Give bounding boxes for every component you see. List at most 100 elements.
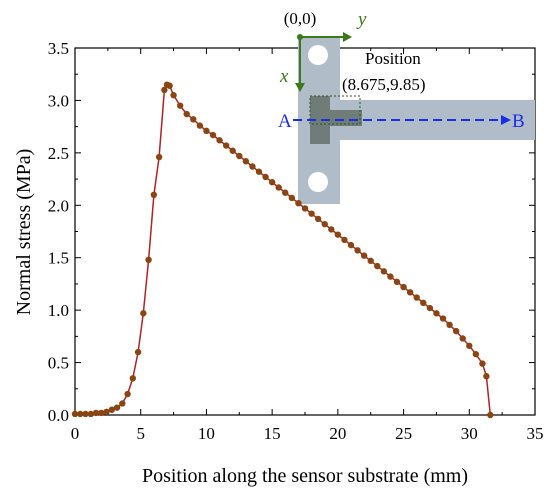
data-point	[487, 411, 494, 419]
y-tick-label: 0.5	[48, 354, 69, 373]
data-point	[301, 205, 309, 212]
data-point	[308, 210, 315, 217]
y-tick-label: 1.5	[48, 249, 69, 268]
data-point	[393, 278, 401, 286]
data-point	[249, 163, 256, 170]
data-point	[190, 116, 197, 123]
data-point	[92, 409, 100, 417]
y-tick-label: 0.0	[48, 406, 69, 425]
data-point	[354, 247, 361, 254]
inset-y-axis-label: y	[356, 9, 367, 30]
x-tick-label: 35	[527, 424, 544, 443]
data-point	[295, 199, 302, 207]
y-axis-label: Normal stress (MPa)	[13, 149, 35, 316]
data-point	[119, 400, 126, 407]
data-point	[433, 310, 440, 317]
x-tick-label: 0	[71, 424, 80, 443]
position-label: Position	[365, 49, 421, 68]
data-point	[406, 289, 414, 296]
data-point	[374, 262, 381, 270]
data-point	[341, 236, 348, 244]
data-point	[367, 257, 374, 265]
data-point	[439, 315, 447, 322]
data-point	[268, 179, 276, 186]
x-tick-label: 25	[395, 424, 412, 443]
data-point	[321, 220, 328, 228]
series-line	[75, 83, 492, 416]
position-marker-box	[309, 95, 361, 125]
data-point	[262, 173, 269, 181]
data-point	[452, 327, 460, 335]
data-point	[129, 375, 137, 382]
data-point	[140, 310, 147, 317]
point-a-label: A	[278, 111, 292, 132]
data-point	[170, 91, 177, 99]
data-point	[134, 348, 142, 356]
data-point	[71, 410, 79, 418]
data-point	[229, 147, 236, 154]
data-point	[380, 268, 388, 275]
y-tick-label: 2.0	[48, 196, 69, 215]
inset-x-axis-label: x	[279, 66, 289, 87]
data-point	[242, 158, 250, 165]
data-point	[282, 189, 289, 196]
data-point	[209, 131, 217, 139]
data-point	[166, 82, 173, 89]
data-point	[236, 152, 243, 160]
data-point	[426, 304, 434, 312]
x-tick-label: 15	[264, 424, 281, 443]
data-point	[347, 241, 355, 249]
data-point	[255, 168, 263, 175]
data-point	[222, 142, 230, 149]
data-point	[176, 102, 184, 109]
data-point	[216, 137, 223, 144]
data-point	[183, 110, 190, 118]
data-point	[161, 86, 168, 94]
data-point	[108, 406, 116, 413]
data-point	[420, 299, 427, 307]
bolt-hole-top	[308, 45, 328, 65]
data-point	[288, 194, 296, 202]
stress-series	[71, 81, 494, 419]
bolt-hole-bottom	[308, 172, 328, 192]
y-tick-label: 2.5	[48, 144, 69, 163]
data-point	[314, 215, 322, 223]
x-axis-label: Position along the sensor substrate (mm)	[142, 465, 468, 487]
inset-origin-dot	[297, 34, 303, 40]
data-point	[483, 373, 490, 380]
position-coordinates: (8.675,9.85)	[342, 75, 426, 94]
data-point	[150, 191, 158, 198]
data-point	[459, 335, 466, 342]
data-point	[328, 226, 335, 233]
inset-schematic: (0,0) y x Position (8.675,9.85) A B	[278, 9, 535, 204]
x-tick-label: 5	[136, 424, 145, 443]
data-point	[145, 256, 152, 264]
inset-x-arrowhead	[295, 83, 305, 92]
data-point	[334, 231, 342, 238]
data-point	[479, 360, 486, 367]
point-b-label: B	[512, 111, 525, 132]
y-axis-ticks: 0.0 0.5 1.0 1.5 2.0 2.5 3.0 3.5	[48, 39, 535, 425]
x-tick-label: 30	[461, 424, 478, 443]
inset-y-arrowhead	[343, 32, 352, 42]
data-point	[98, 409, 105, 417]
data-point	[446, 321, 453, 329]
data-point	[155, 153, 163, 161]
x-tick-label: 20	[329, 424, 346, 443]
data-point	[113, 404, 121, 411]
data-point	[82, 410, 89, 418]
x-tick-label: 10	[198, 424, 215, 443]
data-point	[466, 342, 473, 349]
data-point	[77, 410, 84, 418]
y-tick-label: 1.0	[48, 301, 69, 320]
data-point	[196, 122, 204, 129]
inset-origin-label: (0,0)	[284, 9, 317, 28]
y-tick-label: 3.0	[48, 91, 69, 110]
data-point	[413, 294, 420, 301]
data-point	[103, 408, 110, 416]
data-point	[124, 390, 131, 398]
data-point	[387, 273, 394, 280]
data-point	[400, 283, 407, 291]
data-point	[87, 410, 94, 418]
